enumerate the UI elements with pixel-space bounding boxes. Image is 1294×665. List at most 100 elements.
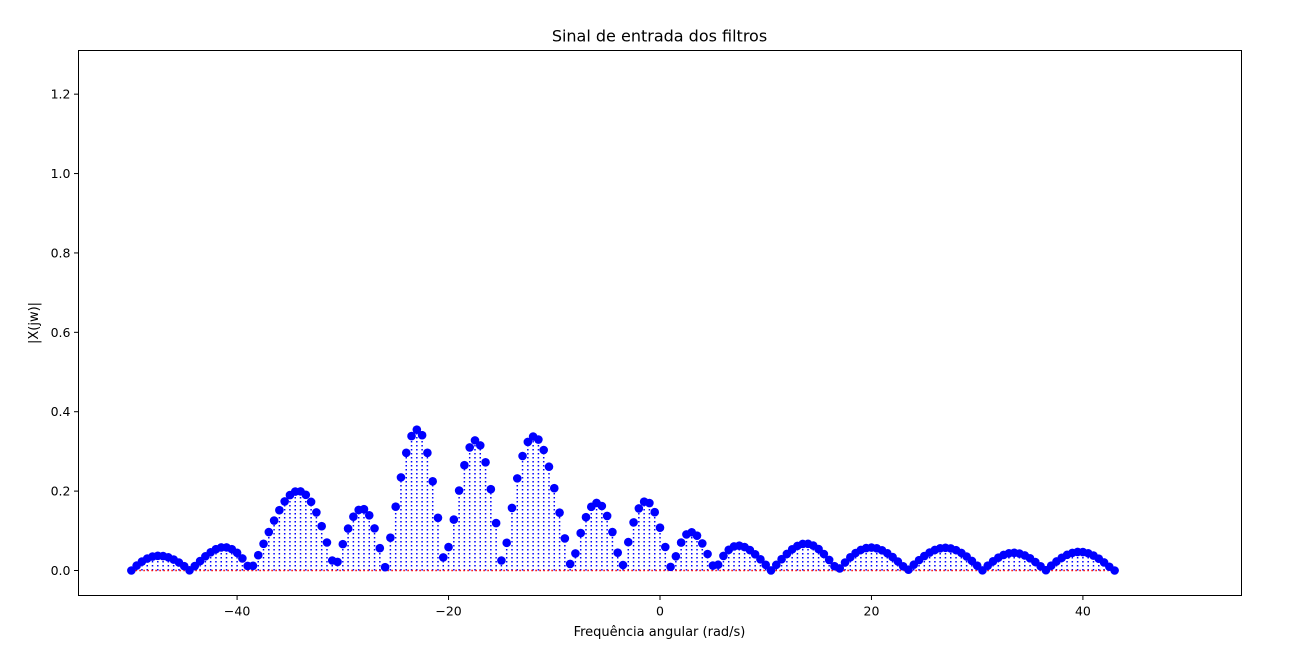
data-point <box>449 515 459 524</box>
data-point <box>565 559 575 569</box>
data-point <box>671 551 681 561</box>
data-point <box>359 504 369 514</box>
data-point <box>666 562 675 572</box>
data-point <box>634 504 644 513</box>
data-point <box>375 543 385 553</box>
data-point <box>253 550 263 560</box>
data-point <box>629 518 638 527</box>
data-point <box>719 551 728 561</box>
data-point <box>306 497 316 507</box>
data-point <box>507 503 517 513</box>
data-point <box>555 508 564 517</box>
data-point <box>645 498 654 508</box>
y-tick-label: 0.6 <box>51 325 71 340</box>
data-point <box>486 484 496 494</box>
data-point <box>772 560 781 570</box>
data-point <box>386 533 395 542</box>
y-tick-label: 0.0 <box>51 563 71 578</box>
y-axis-label: |X(jw)| <box>27 302 42 344</box>
data-point <box>608 527 617 537</box>
data-point <box>777 554 786 564</box>
data-point <box>544 462 554 472</box>
data-point <box>454 486 464 495</box>
data-point <box>1110 566 1119 575</box>
data-point <box>370 524 379 533</box>
data-point <box>703 549 712 559</box>
data-point <box>264 527 274 537</box>
data-point <box>481 457 490 467</box>
data-point <box>766 566 776 575</box>
y-tick-label: 1.2 <box>51 87 71 102</box>
data-point <box>407 431 416 441</box>
x-axis-label: Frequência angular (rad/s) <box>574 625 746 640</box>
data-point <box>539 445 548 455</box>
data-point <box>259 539 268 549</box>
data-point <box>338 539 348 549</box>
data-point <box>232 548 242 558</box>
data-point <box>819 549 829 559</box>
data-point <box>380 562 390 572</box>
data-point <box>840 558 850 567</box>
data-point <box>571 549 580 558</box>
data-point <box>275 505 284 515</box>
stem-lines <box>135 429 1111 571</box>
plot-frame <box>78 50 1242 596</box>
data-point <box>512 474 522 483</box>
data-point <box>713 560 723 570</box>
data-point <box>238 554 247 563</box>
data-point <box>248 561 258 571</box>
data-point <box>333 557 342 567</box>
data-point <box>697 539 707 548</box>
data-point <box>560 534 570 543</box>
data-point <box>444 542 453 552</box>
data-point <box>623 537 633 547</box>
data-point <box>364 510 374 520</box>
data-point <box>602 511 612 521</box>
data-point <box>692 531 702 540</box>
data-point <box>549 483 559 493</box>
x-tick-label: −20 <box>435 604 461 619</box>
chart-title: Sinal de entrada dos filtros <box>552 27 767 46</box>
data-point <box>343 524 353 533</box>
y-tick-label: 0.2 <box>51 484 71 499</box>
data-point <box>301 490 311 500</box>
data-point <box>660 542 670 552</box>
x-tick-label: −40 <box>224 604 250 619</box>
data-point <box>465 443 474 452</box>
data-point <box>655 523 665 533</box>
data-point <box>576 528 586 538</box>
data-point <box>423 448 432 458</box>
x-axis-ticks: −40 −20 0 20 40 <box>224 595 1091 619</box>
data-point <box>502 538 511 548</box>
data-point <box>391 502 400 512</box>
data-point <box>317 521 326 531</box>
data-point <box>518 451 527 461</box>
data-point <box>597 501 607 511</box>
data-point <box>618 560 628 570</box>
data-point <box>824 555 834 565</box>
data-point <box>412 425 422 434</box>
stem-markers <box>127 425 1119 575</box>
data-point <box>396 473 406 482</box>
data-point <box>523 437 533 447</box>
data-point <box>581 512 591 522</box>
data-point <box>349 512 358 522</box>
data-point <box>269 516 279 525</box>
data-point <box>835 564 845 573</box>
data-point <box>475 441 485 450</box>
data-point <box>428 477 437 486</box>
data-point <box>650 507 660 517</box>
y-axis-ticks: 0.0 0.2 0.4 0.6 0.8 1.0 1.2 <box>51 87 79 578</box>
data-point <box>417 430 427 440</box>
data-point <box>613 548 623 557</box>
data-point <box>756 555 765 564</box>
data-point <box>761 560 771 570</box>
data-point <box>534 435 543 444</box>
data-point <box>676 538 686 547</box>
data-point <box>280 497 289 506</box>
x-tick-label: 40 <box>1075 604 1091 619</box>
y-tick-label: 1.0 <box>51 166 71 181</box>
y-tick-label: 0.8 <box>51 245 71 260</box>
data-point <box>438 553 448 562</box>
